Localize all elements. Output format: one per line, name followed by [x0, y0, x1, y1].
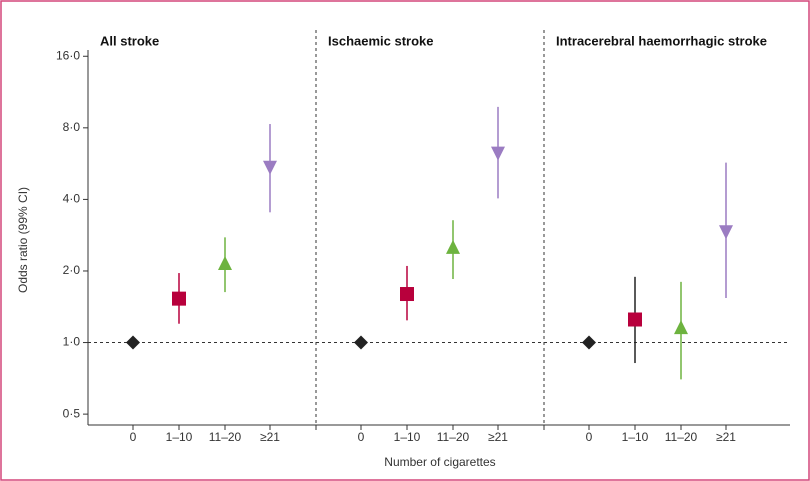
- x-tick-label: 1–10: [394, 430, 421, 444]
- marker: [263, 160, 277, 175]
- marker: [172, 291, 186, 306]
- x-tick-label: 0: [586, 430, 593, 444]
- y-tick-label: 16·0: [56, 48, 80, 62]
- x-axis-label: Number of cigarettes: [384, 455, 495, 469]
- x-tick-label: 0: [358, 430, 365, 444]
- marker: [354, 335, 368, 350]
- y-tick-label: 0·5: [63, 406, 81, 420]
- y-tick-label: 1·0: [63, 335, 81, 349]
- marker: [628, 312, 642, 327]
- y-tick-label: 4·0: [63, 192, 81, 206]
- x-tick-label: 1–10: [622, 430, 649, 444]
- marker: [674, 320, 688, 335]
- marker: [491, 146, 505, 161]
- marker: [582, 335, 596, 350]
- marker: [446, 239, 460, 254]
- marker: [218, 255, 232, 270]
- x-tick-label: ≥21: [260, 430, 280, 444]
- x-tick-label: 11–20: [209, 430, 242, 444]
- marker: [126, 335, 140, 350]
- panel-title: Intracerebral haemorrhagic stroke: [556, 33, 767, 48]
- panel-title: Ischaemic stroke: [328, 33, 434, 48]
- x-tick-label: 0: [130, 430, 137, 444]
- x-tick-label: ≥21: [716, 430, 736, 444]
- y-tick-label: 2·0: [63, 263, 81, 277]
- marker: [400, 287, 414, 302]
- x-tick-label: 1–10: [166, 430, 193, 444]
- marker: [719, 225, 733, 240]
- x-tick-label: 11–20: [665, 430, 698, 444]
- panel-title: All stroke: [100, 33, 159, 48]
- y-axis-label: Odds ratio (99% CI): [16, 187, 30, 293]
- y-tick-label: 8·0: [63, 120, 81, 134]
- x-tick-label: ≥21: [488, 430, 508, 444]
- x-tick-label: 11–20: [437, 430, 470, 444]
